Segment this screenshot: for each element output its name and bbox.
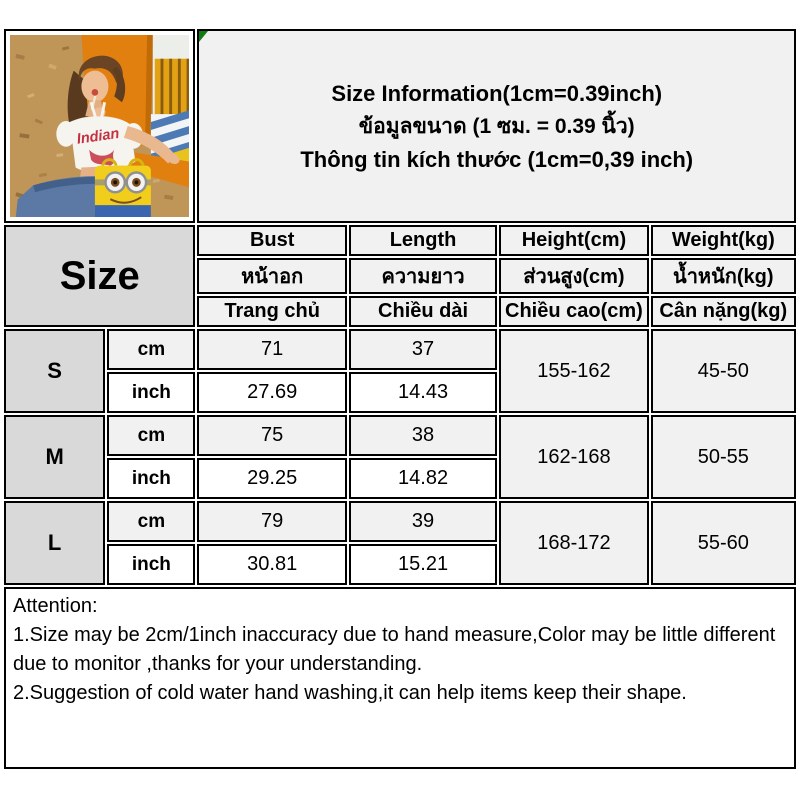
unit-cm-label-s: cm xyxy=(107,329,196,370)
header-length-vi: Chiều dài xyxy=(348,296,498,327)
length-cm-m: 38 xyxy=(348,415,498,456)
header-weight-th: น้ำหนัก(kg) xyxy=(650,258,796,294)
unit-cm-label-l: cm xyxy=(107,501,196,542)
product-photo-cell: Indian xyxy=(4,29,196,223)
unit-cm-label-m: cm xyxy=(107,415,196,456)
header-height-en: Height(cm) xyxy=(499,225,649,256)
header-bust-vi: Trang chủ xyxy=(197,296,347,327)
attention-line-3: 2.Suggestion of cold water hand washing,… xyxy=(13,682,687,704)
size-m-cell: M xyxy=(4,415,106,499)
size-s-cell: S xyxy=(4,329,106,413)
size-l-cell: L xyxy=(4,501,106,585)
header-length-th: ความยาว xyxy=(348,258,498,294)
height-m: 162-168 xyxy=(499,415,649,499)
length-inch-m: 14.82 xyxy=(348,458,498,499)
attention-line-1: 1.Size may be 2cm/1inch inaccuracy due t… xyxy=(13,624,776,646)
height-s: 155-162 xyxy=(499,329,649,413)
product-photo: Indian xyxy=(10,35,190,217)
unit-inch-label-s: inch xyxy=(107,372,196,413)
size-header-cell: Size xyxy=(4,225,196,327)
header-bust-th: หน้าอก xyxy=(197,258,347,294)
header-weight-en: Weight(kg) xyxy=(650,225,796,256)
length-cm-l: 39 xyxy=(348,501,498,542)
length-inch-s: 14.43 xyxy=(348,372,498,413)
header-height-vi: Chiều cao(cm) xyxy=(499,296,649,327)
attention-note: Attention: 1.Size may be 2cm/1inch inacc… xyxy=(4,587,796,769)
header-weight-vi: Cân nặng(kg) xyxy=(650,296,796,327)
minion-bag xyxy=(94,158,151,217)
bust-cm-l: 79 xyxy=(197,501,347,542)
length-inch-l: 15.21 xyxy=(348,544,498,585)
osb-wood-texture xyxy=(15,45,174,201)
height-l: 168-172 xyxy=(499,501,649,585)
unit-inch-label-l: inch xyxy=(107,544,196,585)
bust-cm-s: 71 xyxy=(197,329,347,370)
attention-line-2: due to monitor ,thanks for your understa… xyxy=(13,653,423,675)
header-height-th: ส่วนสูง(cm) xyxy=(499,258,649,294)
attention-heading: Attention: xyxy=(13,595,98,617)
title-english: Size Information(1cm=0.39inch) xyxy=(331,80,663,106)
bust-inch-s: 27.69 xyxy=(197,372,347,413)
excel-note-indicator-icon xyxy=(199,31,209,42)
bust-inch-m: 29.25 xyxy=(197,458,347,499)
header-bust-en: Bust xyxy=(197,225,347,256)
title-thai: ข้อมูลขนาด (1 ซม. = 0.39 นิ้ว) xyxy=(358,114,635,138)
title-vietnamese: Thông tin kích thước (1cm=0,39 inch) xyxy=(300,146,694,172)
unit-inch-label-m: inch xyxy=(107,458,196,499)
length-cm-s: 37 xyxy=(348,329,498,370)
bust-cm-m: 75 xyxy=(197,415,347,456)
title-cell: Size Information(1cm=0.39inch) ข้อมูลขนา… xyxy=(197,29,796,223)
bust-inch-l: 30.81 xyxy=(197,544,347,585)
weight-l: 55-60 xyxy=(650,501,796,585)
size-chart-sheet: Indian xyxy=(2,27,798,771)
shirt-print-text: Indian xyxy=(76,126,120,148)
weight-s: 45-50 xyxy=(650,329,796,413)
weight-m: 50-55 xyxy=(650,415,796,499)
header-length-en: Length xyxy=(348,225,498,256)
size-chart-table: Indian xyxy=(2,27,798,771)
